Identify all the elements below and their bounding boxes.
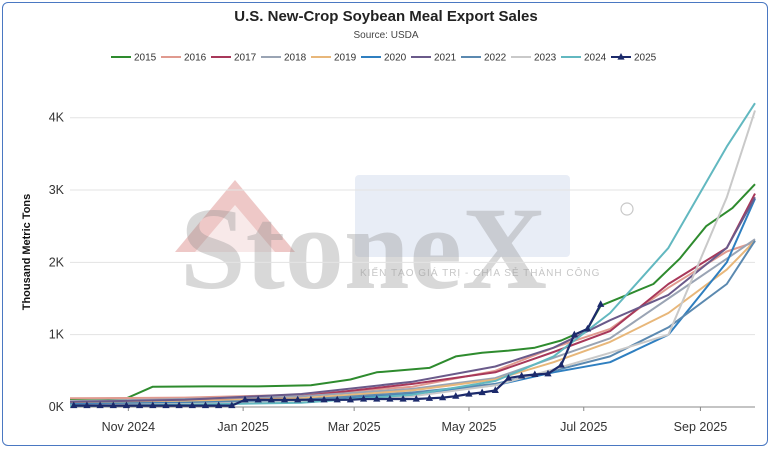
grid-lines bbox=[70, 117, 755, 408]
data-point bbox=[294, 395, 302, 403]
y-tick-label: 4K bbox=[49, 111, 65, 125]
watermark-logo: StoneX KIẾN TẠO GIÁ TRỊ - CHIA SẺ THÀNH … bbox=[175, 175, 634, 314]
legend-marker bbox=[617, 53, 625, 60]
data-point bbox=[504, 374, 513, 381]
data-point bbox=[399, 395, 407, 402]
data-point bbox=[228, 401, 236, 409]
data-point bbox=[215, 401, 223, 409]
data-point bbox=[280, 395, 289, 403]
legend-label: 2015 bbox=[134, 53, 157, 64]
legend-label: 2023 bbox=[534, 53, 557, 64]
svg-text:StoneX: StoneX bbox=[180, 183, 547, 314]
chart-subtitle: Source: USDA bbox=[353, 30, 418, 41]
legend-label: 2024 bbox=[584, 53, 607, 64]
series-line-2021 bbox=[69, 196, 756, 403]
data-point bbox=[439, 393, 447, 401]
legend-label: 2017 bbox=[234, 53, 257, 64]
data-point bbox=[96, 401, 104, 409]
data-point bbox=[109, 401, 117, 409]
legend-item-2022: 2022 bbox=[461, 53, 507, 64]
data-point bbox=[597, 300, 605, 307]
legend-label: 2018 bbox=[284, 53, 307, 64]
data-point bbox=[346, 395, 354, 403]
x-tick-label: May 2025 bbox=[442, 420, 497, 434]
y-axis-label: Thousand Metric Tons bbox=[21, 194, 33, 311]
x-tick-label: Mar 2025 bbox=[328, 420, 381, 434]
data-point bbox=[412, 395, 420, 402]
data-point bbox=[452, 392, 460, 399]
data-point bbox=[531, 370, 539, 378]
legend-item-2015: 2015 bbox=[111, 53, 157, 64]
data-point bbox=[570, 330, 578, 338]
y-tick-label: 0K bbox=[49, 400, 65, 414]
data-point bbox=[359, 395, 368, 402]
legend: 2015 2016 2017 2018 2019 2020 2021 2022 2023 2024… bbox=[111, 53, 657, 64]
legend-item-2019: 2019 bbox=[311, 53, 357, 64]
legend-label: 2016 bbox=[184, 53, 207, 64]
data-point bbox=[386, 395, 394, 402]
legend-item-2023: 2023 bbox=[511, 53, 557, 64]
legend-item-2020: 2020 bbox=[361, 53, 407, 64]
data-point bbox=[254, 395, 262, 403]
x-axis-ticks: Nov 2024 Jan 2025 Mar 2025 May 2025 Jul 2025… bbox=[102, 407, 728, 434]
series-group bbox=[69, 102, 756, 409]
data-point bbox=[465, 389, 473, 397]
y-tick-label: 2K bbox=[49, 255, 65, 269]
legend-item-2018: 2018 bbox=[261, 53, 307, 64]
legend-item-2016: 2016 bbox=[161, 53, 207, 64]
legend-label: 2021 bbox=[434, 53, 457, 64]
data-point bbox=[122, 401, 131, 409]
series-line-2015 bbox=[69, 183, 756, 400]
data-point bbox=[518, 371, 526, 379]
data-point bbox=[320, 395, 328, 403]
y-tick-label: 1K bbox=[49, 328, 65, 342]
data-point bbox=[544, 369, 552, 377]
series-line-2024 bbox=[69, 102, 756, 407]
x-tick-label: Jan 2025 bbox=[217, 420, 268, 434]
chart-title: U.S. New-Crop Soybean Meal Export Sales bbox=[234, 8, 537, 25]
series-2025 bbox=[70, 300, 605, 409]
x-tick-label: Jul 2025 bbox=[560, 420, 607, 434]
data-point bbox=[149, 401, 157, 409]
legend-label: 2019 bbox=[334, 53, 357, 64]
data-point bbox=[70, 401, 78, 409]
data-point bbox=[557, 361, 565, 368]
data-point bbox=[491, 386, 499, 393]
data-point bbox=[373, 395, 381, 402]
y-axis-ticks: 0K 1K 2K 3K 4K bbox=[49, 111, 65, 414]
data-point bbox=[136, 401, 144, 409]
data-point bbox=[267, 395, 275, 403]
data-point bbox=[333, 395, 341, 403]
data-point bbox=[162, 401, 170, 409]
series-2021 bbox=[69, 196, 756, 403]
data-point bbox=[583, 324, 592, 332]
data-point bbox=[307, 395, 315, 403]
data-point bbox=[175, 401, 183, 409]
legend-label: 2025 bbox=[634, 53, 657, 64]
legend-item-2017: 2017 bbox=[211, 53, 257, 64]
data-point bbox=[425, 394, 434, 401]
legend-label: 2022 bbox=[484, 53, 507, 64]
data-point bbox=[478, 388, 486, 396]
y-tick-label: 3K bbox=[49, 183, 65, 197]
series-2015 bbox=[69, 183, 756, 400]
svg-text:KIẾN TẠO GIÁ TRỊ - CHIA SẺ THÀ: KIẾN TẠO GIÁ TRỊ - CHIA SẺ THÀNH CÔNG bbox=[360, 266, 600, 279]
legend-item-2021: 2021 bbox=[411, 53, 457, 64]
x-tick-label: Nov 2024 bbox=[102, 420, 156, 434]
legend-item-2025: 2025 bbox=[611, 53, 657, 64]
legend-label: 2020 bbox=[384, 53, 407, 64]
data-point bbox=[201, 401, 210, 409]
data-point bbox=[83, 401, 91, 409]
legend-item-2024: 2024 bbox=[561, 53, 607, 64]
series-2024 bbox=[69, 102, 756, 407]
x-tick-label: Sep 2025 bbox=[674, 420, 728, 434]
data-point bbox=[188, 401, 196, 409]
data-point bbox=[241, 395, 249, 403]
